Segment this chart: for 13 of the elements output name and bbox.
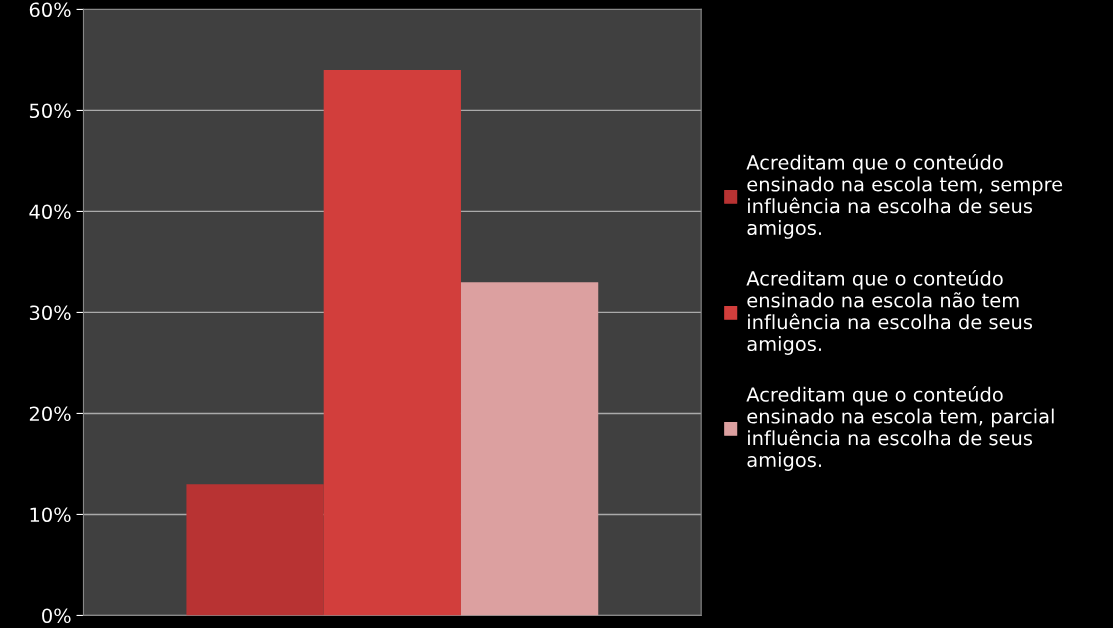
legend-label: Acreditam que o conteúdo ensinado na escola tem, sempre influência na escolha de seus amigos. [746, 153, 1063, 239]
y-tick-label: 50% [29, 103, 71, 119]
y-tick-label: 40% [29, 204, 71, 220]
y-tick-label: 20% [29, 406, 71, 422]
y-tick-label: 0% [42, 608, 71, 624]
legend-label: Acreditam que o conteúdo ensinado na escola tem, parcial influência na escolha de seus amigos. [746, 386, 1054, 471]
bar [460, 282, 599, 616]
y-tick-label: 30% [29, 305, 71, 321]
y-tick-label: 10% [30, 507, 71, 523]
y-tick-label: 60% [29, 2, 71, 18]
bar [186, 484, 324, 616]
bar [323, 70, 461, 616]
legend-label: Acreditam que o conteúdo ensinado na escola não tem influência na escolha de seus amigos. [746, 269, 1033, 355]
